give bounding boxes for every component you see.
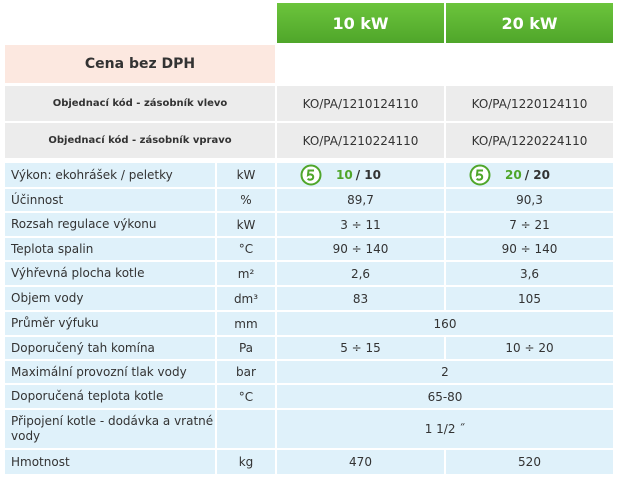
row-unit: °C — [217, 385, 275, 408]
order-code: KO/PA/1210124110 — [277, 86, 444, 121]
row-value: 1 1/2 ˝ — [277, 410, 613, 448]
row-label: Doporučený tah komína — [5, 337, 215, 359]
row-value: 89,7 — [277, 189, 444, 211]
row-value: 105 — [446, 287, 613, 310]
row-value: 2 — [277, 361, 613, 383]
order-code: KO/PA/1220124110 — [446, 86, 613, 121]
row-unit: kW — [217, 163, 275, 187]
row-label: Průměr výfuku — [5, 312, 215, 335]
row-label: Výhřevná plocha kotle — [5, 262, 215, 285]
pellet-icon — [469, 164, 491, 186]
row-value: 5 ÷ 15 — [277, 337, 444, 359]
coal-power: 20 — [505, 168, 522, 182]
row-value: 10 ÷ 20 — [446, 337, 613, 359]
row-label: Objem vody — [5, 287, 215, 310]
row-value: 65-80 — [277, 385, 613, 408]
row-label: Doporučená teplota kotle — [5, 385, 215, 408]
row-value: 90 ÷ 140 — [277, 238, 444, 260]
order-code-label: Objednací kód - zásobník vlevo — [5, 86, 275, 121]
row-unit: mm — [217, 312, 275, 335]
row-value: 3 ÷ 11 — [277, 213, 444, 236]
row-label: Rozsah regulace výkonu — [5, 213, 215, 236]
row-unit: bar — [217, 361, 275, 383]
power-value: 10/ 10 — [277, 163, 444, 187]
price-label: Cena bez DPH — [5, 45, 275, 83]
column-header: 10 kW — [277, 3, 444, 43]
row-label: Maximální provozní tlak vody — [5, 361, 215, 383]
row-unit: kg — [217, 450, 275, 474]
row-unit: dm³ — [217, 287, 275, 310]
row-unit: Pa — [217, 337, 275, 359]
row-value: 2,6 — [277, 262, 444, 285]
coal-power: 10 — [336, 168, 353, 182]
order-code: KO/PA/1210224110 — [277, 123, 444, 158]
row-label: Účinnost — [5, 189, 215, 211]
row-unit: °C — [217, 238, 275, 260]
row-value: 83 — [277, 287, 444, 310]
pellet-power: / 20 — [524, 168, 550, 182]
order-code-label: Objednací kód - zásobník vpravo — [5, 123, 275, 158]
column-header: 20 kW — [446, 3, 613, 43]
order-code: KO/PA/1220224110 — [446, 123, 613, 158]
row-unit: kW — [217, 213, 275, 236]
row-value: 90,3 — [446, 189, 613, 211]
row-value: 520 — [446, 450, 613, 474]
row-value: 7 ÷ 21 — [446, 213, 613, 236]
row-value: 90 ÷ 140 — [446, 238, 613, 260]
row-value: 470 — [277, 450, 444, 474]
row-unit: m² — [217, 262, 275, 285]
row-unit: % — [217, 189, 275, 211]
row-unit — [217, 410, 275, 448]
row-label: Výkon: ekohrášek / peletky — [5, 163, 215, 187]
power-value: 20/ 20 — [446, 163, 613, 187]
row-value: 160 — [277, 312, 613, 335]
row-label: Připojení kotle - dodávka a vratné vody — [5, 410, 215, 448]
row-label: Teplota spalin — [5, 238, 215, 260]
row-value: 3,6 — [446, 262, 613, 285]
pellet-power: / 10 — [355, 168, 381, 182]
pellet-icon — [300, 164, 322, 186]
row-label: Hmotnost — [5, 450, 215, 474]
